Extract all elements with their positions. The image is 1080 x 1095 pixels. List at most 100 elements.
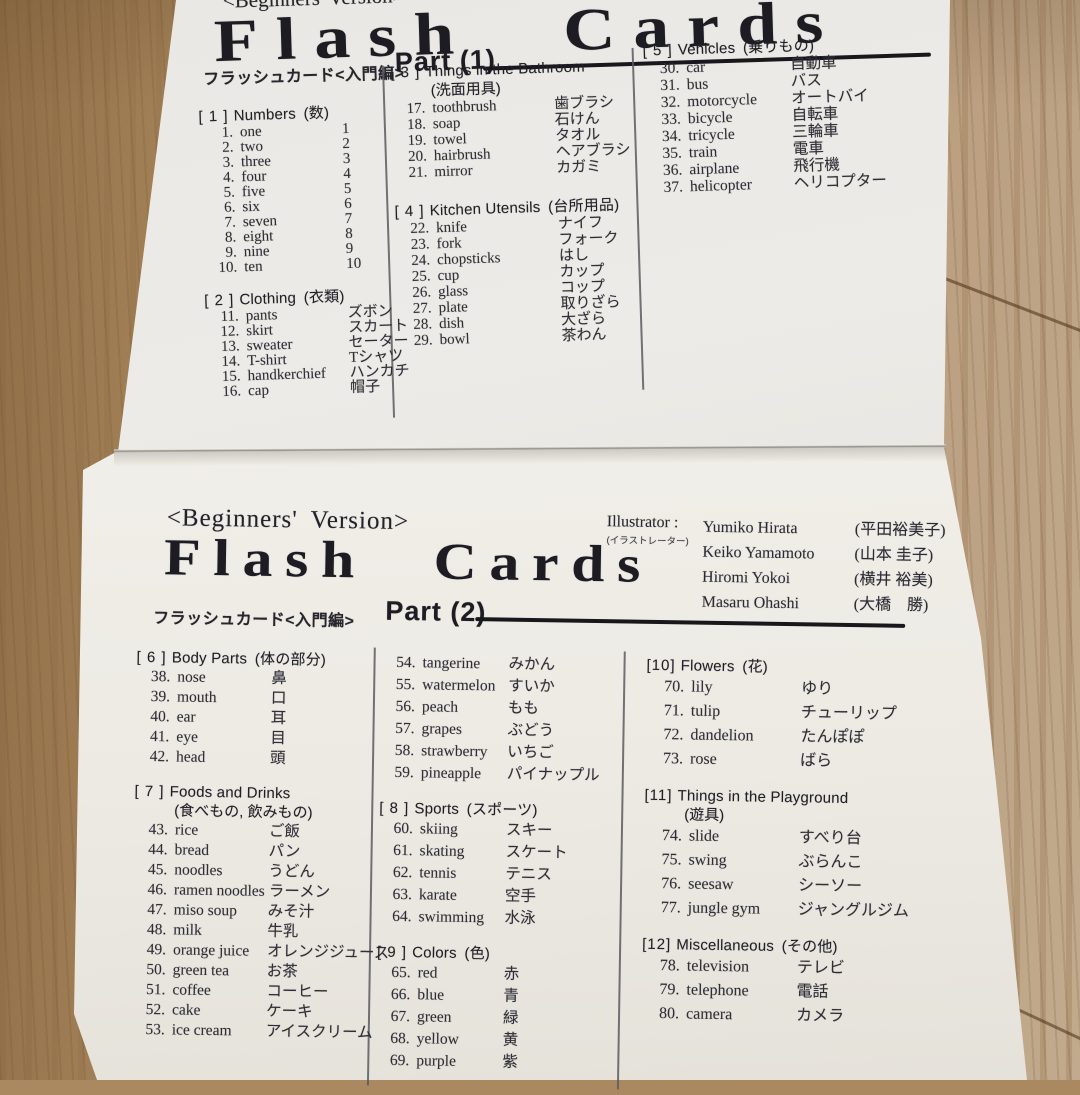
item-english: skating [419,842,465,860]
item-english: ear [176,708,196,726]
item-number: 49. [146,941,167,959]
item-number: 36. [662,161,683,180]
item-japanese: スケート [505,843,568,862]
illustrator-label-wrap: Illustrator : (イラストレーター) [605,513,689,614]
section-name-jp: (花) [742,658,769,676]
item-number: 5. [223,184,236,201]
section-name: Numbers [233,105,304,125]
item-number: 48. [146,921,167,939]
item-japanese: 耳 [270,709,287,728]
section-name: Vehicles [677,39,744,59]
vocab-section: [12] Miscellaneous (その他) 78. television テレビ… [641,935,972,1031]
item-japanese: カガミ [556,158,602,177]
item-number: 29. [413,332,433,349]
item-japanese: 1 [341,120,350,138]
item-english: dandelion [690,726,754,745]
item-japanese: パン [268,842,301,861]
item-japanese: ぶどう [507,721,555,740]
item-japanese: 8 [345,225,353,243]
item-japanese: 口 [270,689,287,708]
item-english: cap [247,382,270,400]
section-name: Things in the Playground [677,787,849,808]
item-number: 46. [147,881,168,899]
item-number: 6. [223,199,236,216]
item-english: slide [688,827,720,845]
credit-name-japanese: (大橋 勝) [853,596,929,615]
item-japanese: 青 [503,987,519,1005]
credit-name-english: Masaru Ohashi [701,593,800,613]
item-english: milk [173,921,202,939]
item-japanese: バス [790,72,822,90]
item-english: swimming [418,908,485,927]
item-number: 76. [661,875,682,893]
item-number: 22. [410,220,430,238]
item-number: 42. [149,748,170,766]
item-japanese: テニス [505,865,552,884]
item-number: 37. [663,178,684,197]
item-english: ten [243,258,263,276]
item-japanese: チューリップ [800,704,897,723]
credit-row: Masaru Ohashi (大橋 勝) [702,590,945,619]
item-english: blue [417,986,445,1004]
section-tag: [ 1 ] [198,107,234,126]
section-tag: [ 9 ] [376,943,413,962]
item-japanese: ゆり [801,680,834,698]
item-japanese: 黄 [502,1031,519,1049]
item-number: 50. [146,961,166,979]
item-number: 73. [662,750,684,768]
item-japanese: 自動車 [789,54,837,74]
section-name-jp: (色) [464,944,491,963]
section-name: Foods and Drinks [169,783,291,803]
section-tag: [ 4 ] [394,202,431,221]
item-number: 20. [407,148,428,166]
item-number: 24. [411,252,431,269]
item-japanese: 大ざら [560,310,607,329]
item-japanese: 5 [343,180,352,198]
item-english: seesaw [688,875,734,894]
credit-name-english: Keiko Yamamoto [702,543,815,563]
item-number: 39. [150,688,171,706]
item-english: cake [171,1001,201,1019]
item-japanese: たんぽぽ [800,728,865,747]
vocab-row: 59. pineapple パイナップル [380,762,620,788]
item-japanese: コップ [559,278,606,297]
section-name: Things in the Bathroom [425,58,586,81]
item-english: green tea [172,961,230,980]
item-number: 58. [394,741,415,760]
vocab-section: [ 7 ] Foods and Drinks (食べもの, 飲みもの) 43. ric… [131,782,389,1044]
item-japanese: 取りざら [560,294,621,313]
vocab-section: 54. tangerine みかん 55. watermelon すいか 56. peach も… [380,652,622,788]
vocab-section: [ 9 ] Colors (色) 65. red 赤 66. blue 青 67. green 緑… [375,943,617,1076]
item-japanese: 茶わん [561,326,607,345]
item-number: 59. [394,763,414,782]
item-japanese: 石けん [554,111,601,129]
item-japanese: シーソー [797,877,863,896]
section-name-jp: (台所用品) [547,196,620,216]
item-japanese: 電車 [792,139,825,158]
item-japanese: ご飯 [268,822,301,841]
item-number: 23. [410,236,430,254]
credit-row: Keiko Yamamoto (山本 圭子) [702,540,945,569]
item-japanese: 10 [345,255,362,273]
item-japanese: 牛乳 [267,922,299,941]
item-japanese: ジャングルジム [797,901,910,920]
item-number: 19. [407,132,427,150]
item-japanese: 空手 [504,887,537,906]
item-japanese: アイスクリーム [265,1022,373,1042]
item-english: rose [689,750,717,768]
item-japanese: ばら [799,752,833,770]
item-japanese: 鼻 [271,669,287,688]
item-japanese: テレビ [796,959,845,977]
item-english: mirror [434,163,473,181]
vocab-row: 69. purple 紫 [375,1050,615,1076]
section-tag: [ 5 ] [642,41,679,60]
vocab-row: 77. jungle gym ジャングルジム [643,896,973,925]
section-tag: [10] [646,656,681,675]
item-japanese: 頭 [269,749,286,768]
item-japanese: ヘリコプター [793,172,888,192]
item-english: skiing [419,820,459,838]
item-japanese: 2 [342,135,351,153]
item-number: 51. [145,980,166,999]
item-number: 3. [222,154,235,171]
item-english: lily [691,678,713,696]
